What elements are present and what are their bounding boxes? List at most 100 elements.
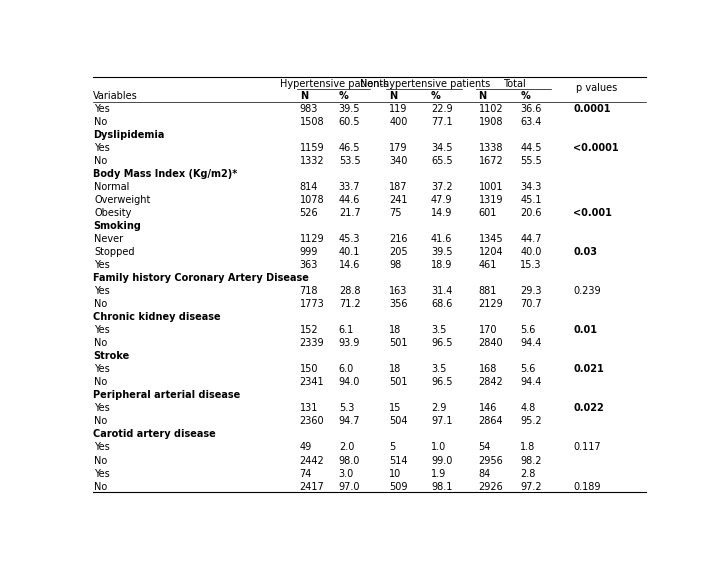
Text: 340: 340 [389, 156, 407, 166]
Text: 881: 881 [479, 286, 497, 296]
Text: Peripheral arterial disease: Peripheral arterial disease [93, 390, 240, 400]
Text: Carotid artery disease: Carotid artery disease [93, 429, 216, 439]
Text: 74: 74 [300, 468, 312, 479]
Text: 5.3: 5.3 [339, 403, 354, 413]
Text: Obesity: Obesity [94, 208, 131, 218]
Text: No: No [94, 338, 107, 348]
Text: 0.0001: 0.0001 [573, 104, 611, 114]
Text: 2417: 2417 [300, 481, 324, 492]
Text: 5: 5 [389, 442, 395, 452]
Text: No: No [94, 416, 107, 426]
Text: 10: 10 [389, 468, 402, 479]
Text: Dyslipidemia: Dyslipidemia [93, 130, 164, 139]
Text: 179: 179 [389, 143, 407, 153]
Text: 34.5: 34.5 [431, 143, 453, 153]
Text: 514: 514 [389, 455, 407, 466]
Text: 0.022: 0.022 [573, 403, 604, 413]
Text: 44.5: 44.5 [521, 143, 542, 153]
Text: 3.0: 3.0 [339, 468, 354, 479]
Text: 98.2: 98.2 [521, 455, 542, 466]
Text: No: No [94, 156, 107, 166]
Text: Chronic kidney disease: Chronic kidney disease [93, 312, 221, 322]
Text: 2864: 2864 [479, 416, 503, 426]
Text: N: N [389, 91, 397, 101]
Text: 0.117: 0.117 [573, 442, 601, 452]
Text: 2.8: 2.8 [521, 468, 536, 479]
Text: 1908: 1908 [479, 117, 503, 127]
Text: Variables: Variables [93, 91, 138, 101]
Text: 97.1: 97.1 [431, 416, 453, 426]
Text: 1204: 1204 [479, 247, 503, 257]
Text: 2129: 2129 [479, 299, 503, 309]
Text: 0.239: 0.239 [573, 286, 601, 296]
Text: %: % [431, 91, 441, 101]
Text: Body Mass Index (Kg/m2)*: Body Mass Index (Kg/m2)* [93, 169, 237, 179]
Text: 36.6: 36.6 [521, 104, 541, 114]
Text: 3.5: 3.5 [431, 365, 446, 374]
Text: 18.9: 18.9 [431, 260, 452, 270]
Text: 146: 146 [479, 403, 497, 413]
Text: 41.6: 41.6 [431, 234, 452, 244]
Text: 119: 119 [389, 104, 407, 114]
Text: 1319: 1319 [479, 195, 503, 205]
Text: 46.5: 46.5 [339, 143, 360, 153]
Text: 97.2: 97.2 [521, 481, 542, 492]
Text: Hypertensive patients: Hypertensive patients [280, 79, 389, 89]
Text: 31.4: 31.4 [431, 286, 452, 296]
Text: 363: 363 [300, 260, 318, 270]
Text: 461: 461 [479, 260, 497, 270]
Text: 98: 98 [389, 260, 402, 270]
Text: 84: 84 [479, 468, 491, 479]
Text: 93.9: 93.9 [339, 338, 360, 348]
Text: <0.0001: <0.0001 [573, 143, 619, 153]
Text: 1773: 1773 [300, 299, 324, 309]
Text: 94.7: 94.7 [339, 416, 360, 426]
Text: 4.8: 4.8 [521, 403, 536, 413]
Text: 1129: 1129 [300, 234, 324, 244]
Text: 2341: 2341 [300, 377, 324, 387]
Text: 47.9: 47.9 [431, 195, 453, 205]
Text: Yes: Yes [94, 325, 110, 335]
Text: 814: 814 [300, 182, 318, 192]
Text: 15: 15 [389, 403, 402, 413]
Text: 1001: 1001 [479, 182, 503, 192]
Text: No: No [94, 377, 107, 387]
Text: 509: 509 [389, 481, 407, 492]
Text: 2956: 2956 [479, 455, 503, 466]
Text: 71.2: 71.2 [339, 299, 360, 309]
Text: Never: Never [94, 234, 123, 244]
Text: 1159: 1159 [300, 143, 324, 153]
Text: 29.3: 29.3 [521, 286, 542, 296]
Text: 98.0: 98.0 [339, 455, 360, 466]
Text: 95.2: 95.2 [521, 416, 542, 426]
Text: p values: p values [576, 83, 617, 93]
Text: N: N [300, 91, 308, 101]
Text: No: No [94, 481, 107, 492]
Text: 601: 601 [479, 208, 497, 218]
Text: 94.4: 94.4 [521, 338, 541, 348]
Text: 1338: 1338 [479, 143, 503, 153]
Text: 14.9: 14.9 [431, 208, 452, 218]
Text: 1345: 1345 [479, 234, 503, 244]
Text: 53.5: 53.5 [339, 156, 360, 166]
Text: 40.0: 40.0 [521, 247, 541, 257]
Text: 2926: 2926 [479, 481, 503, 492]
Text: 501: 501 [389, 377, 407, 387]
Text: 94.4: 94.4 [521, 377, 541, 387]
Text: 400: 400 [389, 117, 407, 127]
Text: 241: 241 [389, 195, 407, 205]
Text: Yes: Yes [94, 403, 110, 413]
Text: 131: 131 [300, 403, 318, 413]
Text: 2339: 2339 [300, 338, 324, 348]
Text: Normal: Normal [94, 182, 129, 192]
Text: 2.9: 2.9 [431, 403, 446, 413]
Text: 718: 718 [300, 286, 318, 296]
Text: 98.1: 98.1 [431, 481, 452, 492]
Text: 21.7: 21.7 [339, 208, 360, 218]
Text: 18: 18 [389, 365, 402, 374]
Text: 0.01: 0.01 [573, 325, 598, 335]
Text: 44.6: 44.6 [339, 195, 360, 205]
Text: Overweight: Overweight [94, 195, 151, 205]
Text: Yes: Yes [94, 260, 110, 270]
Text: 1508: 1508 [300, 117, 324, 127]
